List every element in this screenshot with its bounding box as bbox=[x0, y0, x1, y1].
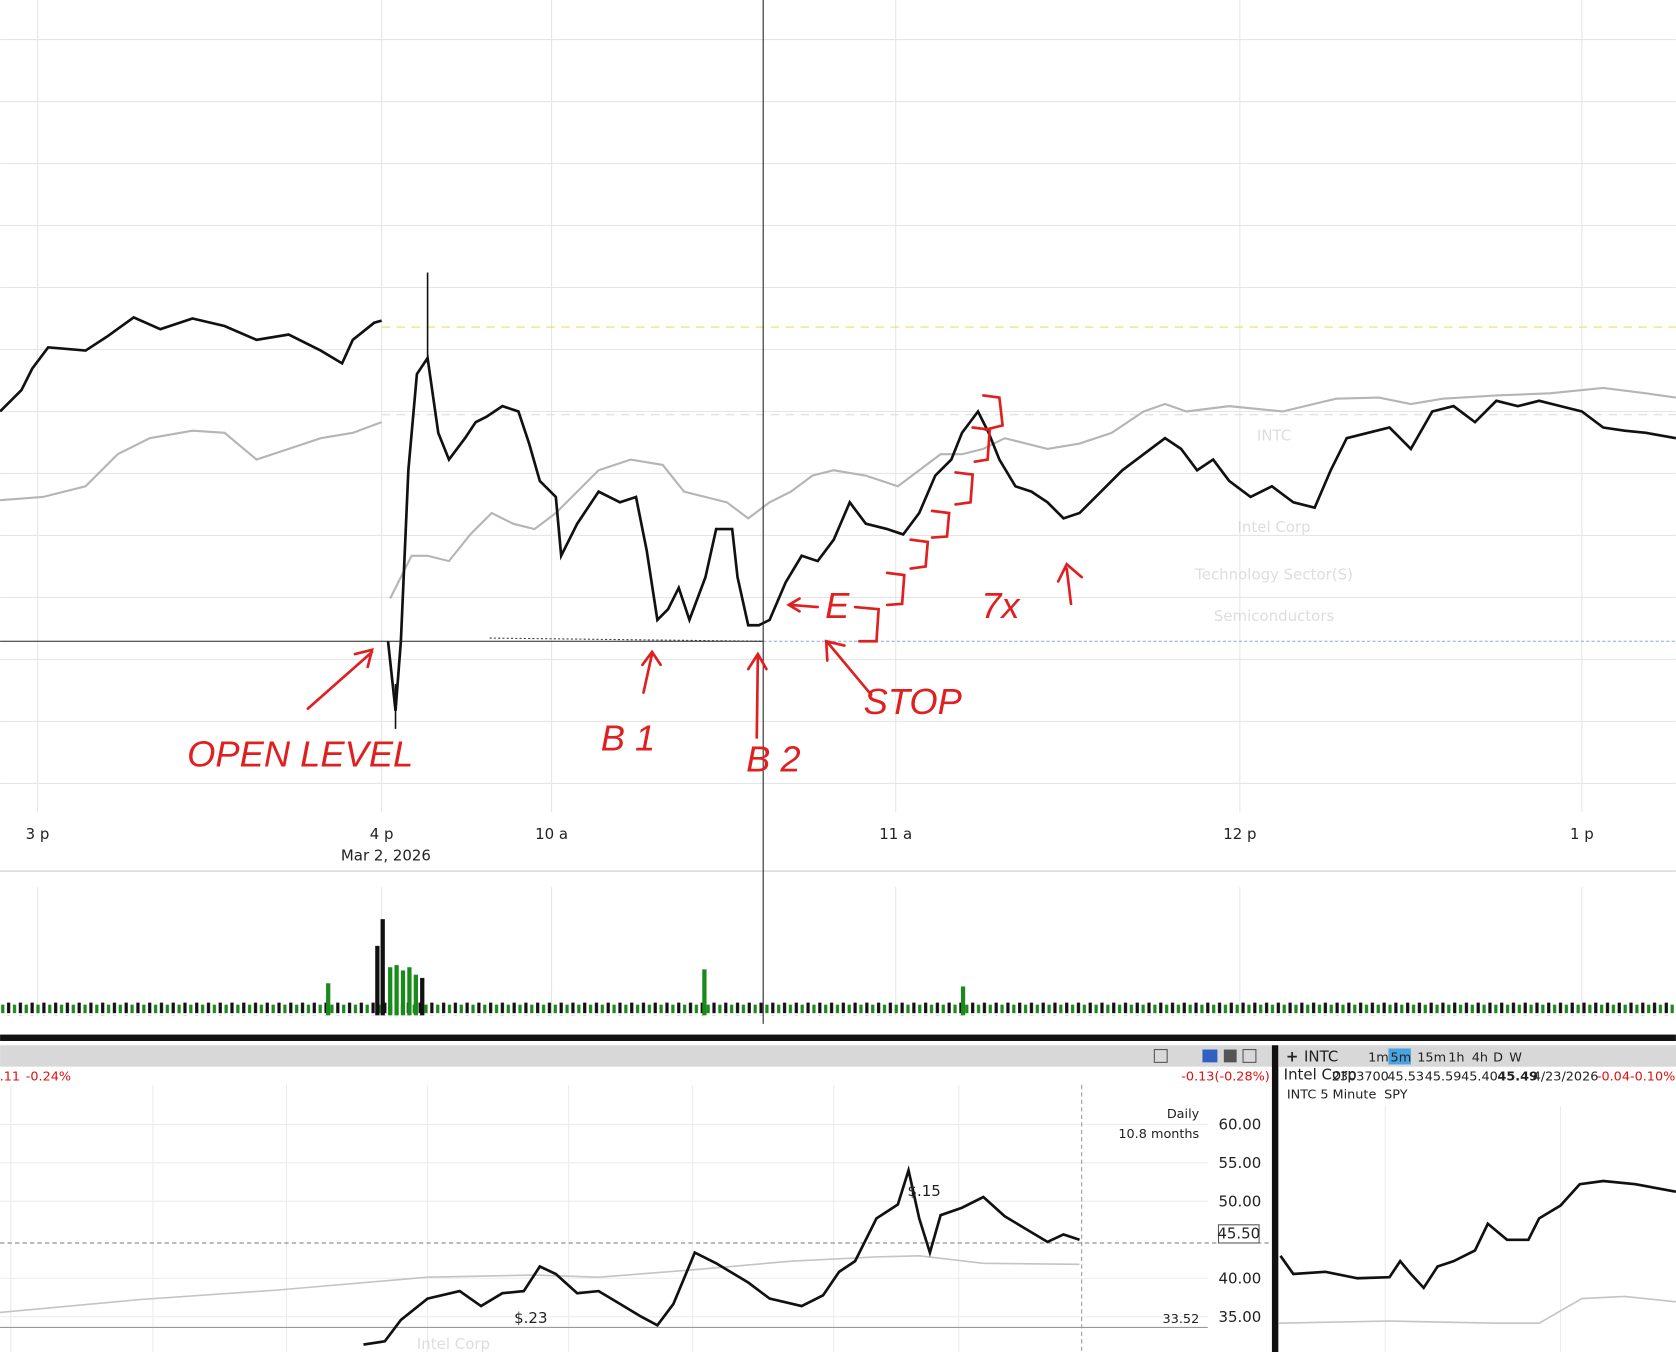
time-label: 3 p bbox=[26, 825, 50, 843]
right-compare bbox=[1278, 1295, 1676, 1324]
current-price-box bbox=[1217, 1224, 1260, 1244]
annotation-entry: E bbox=[825, 585, 850, 626]
annotation-b2: B 2 bbox=[746, 739, 801, 780]
time-label: 10 a bbox=[535, 825, 568, 843]
watermark-sector: Technology Sector(S) bbox=[1194, 565, 1353, 583]
price-series bbox=[0, 315, 383, 413]
quote-open: 45.53 bbox=[1387, 1070, 1424, 1085]
range: 10.8 months bbox=[1118, 1127, 1199, 1142]
low-label: 33.52 bbox=[1163, 1312, 1200, 1327]
price-label: 40.00 bbox=[1218, 1270, 1261, 1288]
date-label: Mar 2, 2026 bbox=[341, 846, 431, 864]
vertical-divider bbox=[1271, 1045, 1279, 1352]
volume-spike bbox=[326, 919, 966, 1016]
left-compare bbox=[0, 1255, 1080, 1314]
watermark-symbol: INTC bbox=[1257, 426, 1291, 444]
price-label: 55.00 bbox=[1218, 1154, 1261, 1172]
annotation-arrows bbox=[306, 394, 1084, 739]
period: Daily bbox=[1167, 1107, 1200, 1122]
quote-name: Intel Corp bbox=[1284, 1065, 1357, 1083]
interval-selected bbox=[1388, 1048, 1411, 1065]
interval[interactable]: 5m bbox=[1391, 1050, 1412, 1065]
annotation-stop: STOP bbox=[864, 681, 962, 722]
price-label: 35.00 bbox=[1218, 1308, 1261, 1326]
quote-low: 45.40 bbox=[1461, 1070, 1498, 1085]
quote-volume: 2303700 bbox=[1332, 1070, 1389, 1085]
annotation-target: 7x bbox=[981, 585, 1021, 626]
left-change: 0.11 bbox=[0, 1070, 20, 1085]
chart-label[interactable]: INTC 5 Minute bbox=[1287, 1088, 1377, 1103]
left-watermark: Intel Corp bbox=[417, 1335, 490, 1352]
quote-last: 45.49 bbox=[1497, 1070, 1538, 1085]
left-grid bbox=[0, 1084, 1208, 1352]
interval[interactable]: W bbox=[1509, 1050, 1522, 1065]
volume-bars bbox=[0, 1002, 1676, 1016]
divider bbox=[0, 1034, 1676, 1041]
time-label: 4 p bbox=[370, 825, 394, 843]
interval-buttons[interactable]: 1m 5m 15m 1h 4h D W bbox=[1368, 1048, 1522, 1065]
compare-label[interactable]: SPY bbox=[1384, 1088, 1408, 1103]
compare-series bbox=[389, 386, 1676, 599]
interval[interactable]: 15m bbox=[1417, 1050, 1446, 1065]
watermark-company: Intel Corp bbox=[1238, 518, 1311, 536]
time-label: 1 p bbox=[1570, 825, 1594, 843]
interval[interactable]: 1m bbox=[1368, 1050, 1389, 1065]
current-price: 45.50 bbox=[1217, 1225, 1260, 1243]
quote-high: 45.59 bbox=[1425, 1070, 1462, 1085]
watermark-industry: Semiconductors bbox=[1214, 607, 1335, 625]
interval[interactable]: 1h bbox=[1448, 1050, 1464, 1065]
right-price bbox=[1279, 1179, 1676, 1291]
price-label: 50.00 bbox=[1218, 1193, 1261, 1211]
toolbar bbox=[0, 1045, 1676, 1067]
marker: $.15 bbox=[907, 1182, 940, 1200]
annotation-b1: B 1 bbox=[601, 717, 656, 758]
price-series bbox=[386, 354, 1676, 711]
main-grid bbox=[0, 0, 1676, 1016]
marker: $.23 bbox=[514, 1309, 547, 1327]
left-change-pct: -0.24% bbox=[26, 1070, 71, 1085]
annotation-open-level: OPEN LEVEL bbox=[187, 733, 413, 774]
right-toolbar bbox=[1278, 1045, 1676, 1067]
right-symbol[interactable]: INTC bbox=[1304, 1047, 1338, 1065]
toolbar-icons[interactable] bbox=[1153, 1049, 1257, 1063]
time-label: 12 p bbox=[1223, 825, 1256, 843]
left-price bbox=[363, 1165, 1080, 1346]
add-icon[interactable]: + bbox=[1286, 1047, 1299, 1065]
interval[interactable]: D bbox=[1493, 1050, 1503, 1065]
interval[interactable]: 4h bbox=[1472, 1050, 1488, 1065]
right-change: -0.13(-0.28%) bbox=[1181, 1070, 1269, 1085]
quote-change-pct: -0.10% bbox=[1630, 1070, 1675, 1085]
quote-date: 4/23/2026 bbox=[1533, 1070, 1599, 1085]
quote-change: -0.04 bbox=[1597, 1070, 1630, 1085]
price-label: 60.00 bbox=[1218, 1116, 1261, 1134]
time-label: 11 a bbox=[879, 825, 912, 843]
compare-series bbox=[0, 421, 383, 502]
